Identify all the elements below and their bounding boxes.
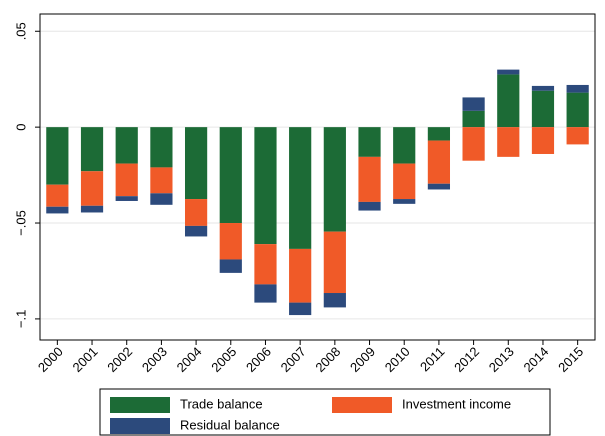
legend-swatch <box>332 397 392 413</box>
bar <box>497 127 520 157</box>
x-tick-label: 2001 <box>70 344 101 375</box>
y-tick-label: −.1 <box>13 310 28 328</box>
bar <box>358 201 381 211</box>
bar <box>462 97 485 111</box>
x-tick-label: 2007 <box>278 344 309 375</box>
bar <box>427 127 451 141</box>
y-tick-label: −.05 <box>13 210 28 236</box>
x-tick-label: 2013 <box>486 344 517 375</box>
x-tick-label: 2002 <box>104 344 135 375</box>
bar <box>462 110 485 128</box>
bar <box>427 183 451 190</box>
bar <box>566 92 589 128</box>
bar <box>531 127 555 154</box>
bar <box>115 196 138 201</box>
bar <box>427 140 451 184</box>
bar <box>184 225 208 237</box>
bar <box>393 127 416 164</box>
bar <box>219 259 242 273</box>
bar <box>323 127 346 232</box>
bar <box>462 127 485 161</box>
bar <box>115 163 138 197</box>
bar <box>289 127 312 249</box>
legend-swatch <box>110 418 170 434</box>
legend-label: Investment income <box>402 396 511 411</box>
bar <box>289 302 312 316</box>
bar <box>393 163 416 200</box>
bar <box>393 199 416 204</box>
bar <box>80 171 104 206</box>
bar <box>46 206 69 214</box>
x-tick-label: 2000 <box>35 344 66 375</box>
x-tick-label: 2003 <box>139 344 170 375</box>
legend-swatch <box>110 397 170 413</box>
x-tick-label: 2009 <box>347 344 378 375</box>
y-tick-label: 0 <box>13 124 28 131</box>
bar <box>531 85 555 91</box>
bar <box>323 231 346 294</box>
x-tick-label: 2015 <box>555 344 586 375</box>
bar <box>184 127 208 200</box>
bar <box>150 127 173 168</box>
x-tick-label: 2011 <box>417 344 447 374</box>
bar <box>184 199 208 226</box>
x-tick-label: 2012 <box>451 344 482 375</box>
bar <box>46 184 69 207</box>
bar <box>80 127 104 172</box>
legend-label: Residual balance <box>180 417 280 432</box>
x-tick-label: 2014 <box>520 344 551 375</box>
bar <box>254 127 277 245</box>
bar <box>497 69 520 75</box>
bar <box>46 127 69 185</box>
x-tick-label: 2008 <box>312 344 343 375</box>
legend-box <box>99 388 551 436</box>
bar <box>219 223 242 260</box>
y-tick-label: .05 <box>13 22 28 40</box>
bar <box>150 193 173 205</box>
bar <box>323 293 346 308</box>
bar <box>115 127 138 164</box>
bar <box>566 127 589 145</box>
bar <box>254 284 277 303</box>
bar <box>254 244 277 285</box>
bar <box>531 90 555 128</box>
bar <box>497 74 520 128</box>
legend-label: Trade balance <box>180 396 263 411</box>
bar <box>80 205 104 213</box>
bar <box>358 156 381 202</box>
bar <box>358 127 381 157</box>
x-tick-label: 2005 <box>208 344 239 375</box>
bar <box>289 248 312 303</box>
plot-frame <box>39 13 596 341</box>
bar <box>150 167 173 194</box>
bar <box>219 127 242 224</box>
x-tick-label: 2004 <box>174 344 205 375</box>
x-tick-label: 2010 <box>382 344 413 375</box>
bar <box>566 84 589 93</box>
x-tick-label: 2006 <box>243 344 274 375</box>
